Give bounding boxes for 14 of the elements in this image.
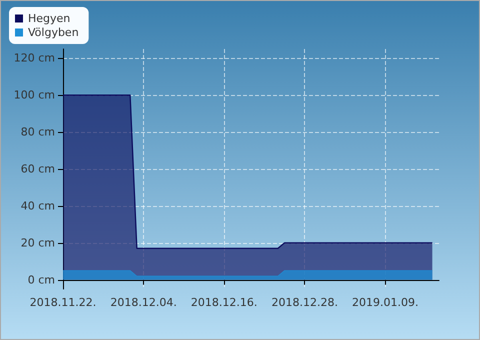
y-tick-label: 0 cm [28,273,55,286]
legend-label: Völgyben [28,26,79,39]
x-tick-label: 2018.12.04. [110,296,177,309]
y-tick-label: 40 cm [20,199,55,212]
y-tick-label: 60 cm [20,162,55,176]
x-tick-label: 2019.01.09. [352,296,419,309]
y-tick-label: 20 cm [20,236,55,250]
y-tick-label: 100 cm [14,88,55,102]
x-tick-label: 2018.11.22. [30,296,96,309]
y-tick-label: 120 cm [14,52,55,65]
y-tick-label: 80 cm [20,126,55,139]
legend-label: Hegyen [28,12,70,25]
x-tick-label: 2018.12.16. [190,296,258,309]
x-tick-label: 2018.12.28. [271,296,338,309]
